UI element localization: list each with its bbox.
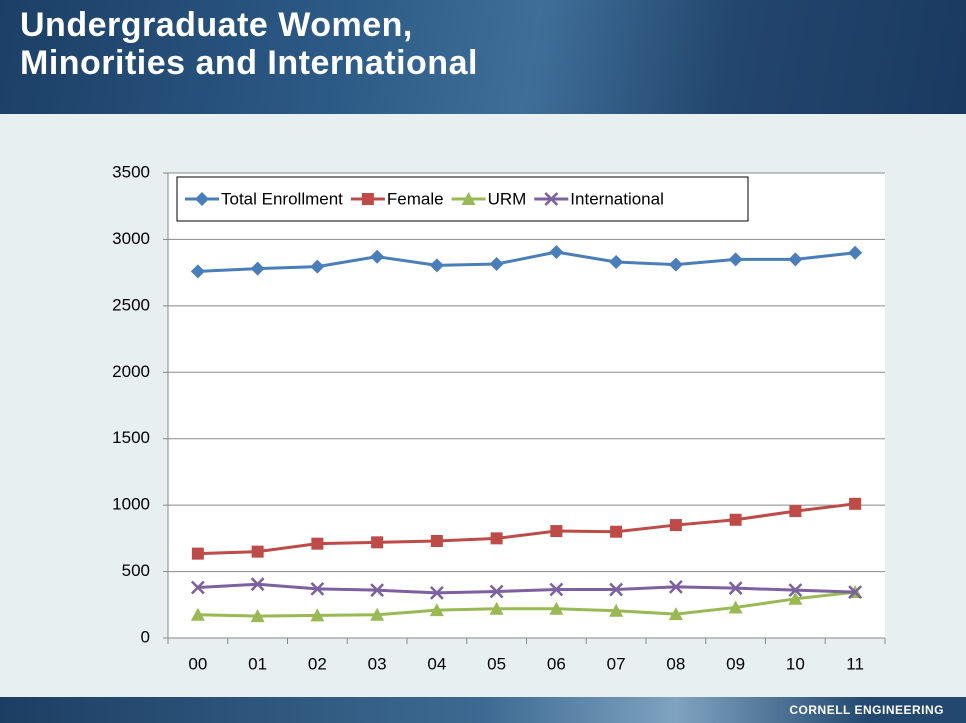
data-point <box>549 582 564 597</box>
x-tick-label: 06 <box>547 654 566 673</box>
legend-marker <box>361 193 374 205</box>
data-point <box>610 525 623 538</box>
y-tick-label: 1500 <box>112 428 150 447</box>
x-tick-label: 04 <box>427 654 446 673</box>
legend-label: International <box>570 189 664 208</box>
legend-marker <box>461 192 476 205</box>
data-point <box>371 536 384 549</box>
data-point <box>191 547 204 560</box>
footer-text: CORNELL ENGINEERING <box>789 703 944 717</box>
data-point <box>489 601 504 615</box>
data-point <box>609 603 624 617</box>
legend: Total Enrollment Female URM International <box>176 176 749 222</box>
legend-marker <box>195 192 209 206</box>
legend-label: URM <box>488 189 527 208</box>
data-point <box>429 585 444 600</box>
series-line <box>197 582 856 595</box>
y-tick-label: 3000 <box>112 229 150 248</box>
y-tick-label: 3500 <box>112 162 150 181</box>
data-point <box>728 252 743 267</box>
data-point <box>728 600 743 614</box>
y-tick-label: 500 <box>122 561 150 580</box>
data-point <box>251 545 264 558</box>
data-point <box>370 583 385 598</box>
data-point <box>190 264 205 279</box>
x-tick-label: 05 <box>487 654 506 673</box>
data-point <box>549 245 564 260</box>
data-point <box>549 601 564 615</box>
x-tick-label: 11 <box>846 654 864 673</box>
data-point <box>609 255 624 270</box>
x-tick-label: 10 <box>786 654 805 673</box>
data-point <box>310 581 325 596</box>
data-point <box>429 258 444 273</box>
data-point <box>668 607 683 621</box>
data-point <box>789 505 802 518</box>
legend-marker <box>544 192 559 206</box>
series-line <box>197 590 856 618</box>
data-point <box>310 608 325 622</box>
data-point <box>788 591 803 605</box>
data-point <box>250 577 265 592</box>
data-point <box>849 497 862 510</box>
data-point <box>310 259 325 274</box>
data-point <box>190 607 205 621</box>
x-tick-label: 03 <box>368 654 387 673</box>
x-tick-label: 02 <box>308 654 327 673</box>
data-point <box>668 579 683 594</box>
x-tick-label: 00 <box>188 654 207 673</box>
footer: CORNELL ENGINEERING <box>0 697 966 723</box>
series-line <box>197 502 856 556</box>
legend-label: Total Enrollment <box>221 189 343 208</box>
data-point <box>490 532 503 545</box>
title: Undergraduate Women, Minorities and Inte… <box>20 6 478 82</box>
data-point <box>609 582 624 597</box>
y-tick-label: 2000 <box>112 362 150 381</box>
data-point <box>848 245 863 260</box>
data-point <box>250 261 265 276</box>
data-point <box>370 249 385 264</box>
x-tick-label: 09 <box>726 654 745 673</box>
y-tick-label: 1000 <box>112 495 150 514</box>
data-point <box>430 535 443 548</box>
y-tick-label: 2500 <box>112 295 150 314</box>
series-line <box>197 250 856 273</box>
data-point <box>729 513 742 526</box>
data-point <box>489 584 504 599</box>
data-point <box>788 583 803 598</box>
data-point <box>728 581 743 596</box>
title-line: Minorities and International <box>20 44 478 82</box>
data-point <box>550 525 563 538</box>
x-tick-label: 07 <box>607 654 626 673</box>
data-point <box>668 257 683 272</box>
data-point <box>190 580 205 595</box>
data-point <box>489 257 504 272</box>
data-point <box>370 607 385 621</box>
header: Undergraduate Women, Minorities and Inte… <box>0 0 966 114</box>
x-tick-label: 08 <box>666 654 685 673</box>
title-line: Undergraduate Women, <box>20 6 413 44</box>
data-point <box>250 609 265 623</box>
data-point <box>788 252 803 267</box>
data-point <box>669 519 682 532</box>
data-point <box>848 585 863 600</box>
y-tick-label: 0 <box>141 627 150 646</box>
data-point <box>311 537 324 550</box>
data-point <box>429 603 444 617</box>
legend-label: Female <box>387 189 444 208</box>
plot-area <box>168 173 885 638</box>
x-tick-label: 01 <box>248 654 267 673</box>
